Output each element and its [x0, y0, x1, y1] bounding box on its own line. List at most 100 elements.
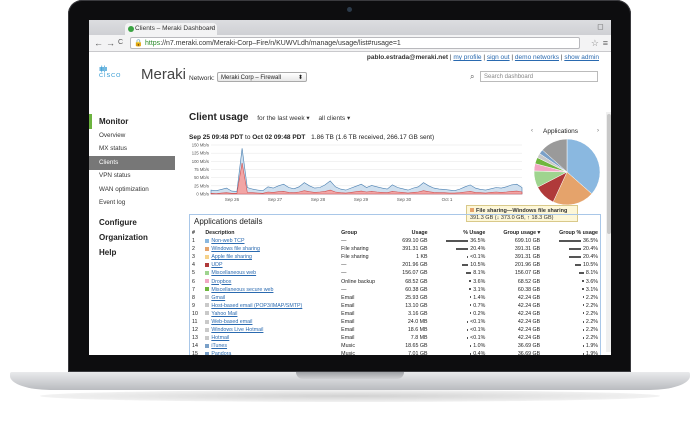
app-link[interactable]: Dropbox: [211, 278, 232, 285]
app-link[interactable]: Miscellaneous web: [211, 270, 257, 277]
pie-prev-icon[interactable]: ‹: [531, 128, 533, 134]
row-group-pct-usage: 10.5%: [542, 261, 600, 269]
my-profile-link[interactable]: my profile: [453, 54, 482, 61]
table-row[interactable]: 3 Apple file sharing File sharing 1 KB <0.1%…: [190, 253, 600, 261]
sidebar-section-monitor[interactable]: Monitor: [89, 114, 175, 129]
table-row[interactable]: 9 Host-based email (POP3/IMAP/SMTP) Email 1…: [190, 302, 600, 310]
search-input[interactable]: Search dashboard: [480, 71, 598, 82]
forward-button[interactable]: →: [106, 38, 115, 48]
sidebar-item-wan-optimization[interactable]: WAN optimization: [99, 185, 149, 193]
row-group: —: [341, 262, 347, 269]
row-description: Web-based email: [203, 318, 339, 326]
sidebar-section-organization[interactable]: Organization: [99, 233, 148, 242]
sidebar-item-clients[interactable]: Clients: [89, 156, 175, 170]
table-row[interactable]: 11 Web-based email Email 24.0 MB <0.1% 42.24 …: [190, 318, 600, 326]
app-color-swatch: [205, 327, 210, 332]
sidebar-item-mx-status[interactable]: MX status: [99, 145, 127, 152]
table-row[interactable]: 10 Yahoo Mail Email 3.16 GB 0.2% 42.24 GB 2.2%: [190, 310, 600, 318]
app-link[interactable]: iTunes: [211, 343, 228, 350]
browser-menu-icon[interactable]: ≡: [602, 38, 608, 48]
table-row[interactable]: 13 Hotmail Email 7.8 MB <0.1% 42.24 GB 2.2%: [190, 334, 600, 342]
app-link[interactable]: UDP: [211, 262, 223, 269]
sidebar-item-vpn-status[interactable]: VPN status: [99, 172, 131, 179]
user-email: pablo.estrada@meraki.net: [366, 54, 449, 61]
network-select[interactable]: Meraki Corp – Firewall ⬍: [217, 72, 307, 82]
row-pct-usage: <0.1%: [430, 318, 488, 326]
pie-slice[interactable]: [552, 171, 593, 206]
app-link[interactable]: Yahoo Mail: [211, 310, 238, 317]
table-row[interactable]: 6 Dropbox Online backup 68.52 GB 3.6% 68.52 G…: [190, 277, 600, 285]
col-usage[interactable]: Usage: [411, 230, 428, 236]
network-value: Meraki Corp – Firewall: [221, 75, 282, 81]
row-description: Hotmail: [203, 334, 339, 342]
table-row[interactable]: 2 Windows file sharing File sharing 391.31 …: [190, 245, 600, 253]
col-group-pct-usage[interactable]: Group % usage: [559, 230, 598, 236]
x-tick-label: Sep 28: [311, 197, 326, 202]
tooltip-title: File sharing—Windows file sharing: [476, 208, 568, 214]
cisco-meraki-logo[interactable]: ıı|ıı|ıı CISCO Meraki: [99, 66, 186, 83]
col-group-usage[interactable]: Group usage ▾: [503, 230, 541, 236]
row-group-pct-usage: 1.9%: [542, 342, 600, 350]
address-bar[interactable]: 🔒 https://n7.meraki.com/Meraki-Corp–Fire…: [130, 37, 580, 49]
row-pct-usage: 0.4%: [430, 350, 488, 355]
app-link[interactable]: Windows file sharing: [211, 246, 260, 253]
app-link[interactable]: Web-based email: [211, 318, 253, 325]
sidebar-item-overview[interactable]: Overview: [99, 131, 126, 139]
table-row[interactable]: 12 Windows Live Hotmail Email 18.6 MB <0.1% 4…: [190, 326, 600, 334]
sign-out-link[interactable]: sign out: [486, 54, 510, 61]
pie-chart[interactable]: [531, 136, 603, 208]
pie-slice[interactable]: [566, 138, 601, 195]
show-admin-link[interactable]: show admin: [564, 54, 599, 61]
table-header-row: # Description Group Usage % Usage Group …: [190, 229, 600, 237]
tooltip-swatch: [470, 208, 474, 212]
back-button[interactable]: ←: [94, 38, 103, 48]
reload-button[interactable]: C: [118, 39, 124, 46]
y-tick-label: 25 Mb/s: [194, 183, 209, 188]
app-link[interactable]: Apple file sharing: [211, 254, 252, 261]
col-group[interactable]: Group: [341, 230, 358, 236]
row-group: —: [341, 238, 347, 245]
table-row[interactable]: 1 Non-web TCP —699.10 GB 36.5% 699.10 GB 36.5…: [190, 237, 600, 245]
col-description[interactable]: Description: [205, 230, 235, 236]
table-row[interactable]: 14 iTunes Music 18.65 GB 1.0% 36.69 GB 1.9%: [190, 342, 600, 350]
table-row[interactable]: 4 UDP —201.96 GB 10.5% 201.96 GB 10.5%: [190, 261, 600, 269]
lock-icon: 🔒: [134, 40, 143, 47]
tab-close-icon[interactable]: ×: [209, 25, 214, 32]
sidebar-item-event-log[interactable]: Event log: [99, 199, 126, 206]
group-usage-bar: [582, 352, 584, 355]
row-description: UDP: [203, 261, 339, 269]
bookmark-star-icon[interactable]: ☆: [590, 38, 599, 48]
row-pct-usage: 3.6%: [430, 277, 488, 285]
app-link[interactable]: Miscellaneous secure web: [211, 286, 274, 293]
col-number[interactable]: #: [192, 230, 195, 236]
col-pct-usage[interactable]: % Usage: [463, 230, 486, 236]
pie-next-icon[interactable]: ›: [597, 128, 599, 134]
app-link[interactable]: Hotmail: [211, 335, 230, 342]
sidebar-section-help[interactable]: Help: [99, 248, 117, 257]
group-usage-bar: [582, 304, 584, 307]
row-group: File sharing: [341, 246, 369, 253]
y-tick-label: 50 Mb/s: [194, 175, 209, 180]
app-color-swatch: [205, 311, 210, 316]
sidebar-section-configure[interactable]: Configure: [99, 218, 137, 227]
app-link[interactable]: Windows Live Hotmail: [211, 327, 264, 334]
app-link[interactable]: Gmail: [211, 294, 226, 301]
app-link[interactable]: Non-web TCP: [211, 238, 245, 245]
table-row[interactable]: 5 Miscellaneous web —156.07 GB 8.1% 156.07 G…: [190, 269, 600, 277]
usage-chart[interactable]: 150 Mb/s 125 Mb/s 100 Mb/s 75 Mb/s 50 Mb/s 25…: [189, 142, 524, 204]
group-usage-bar: [582, 312, 584, 315]
app-link[interactable]: Pandora: [211, 351, 232, 355]
client-filter-dropdown[interactable]: all clients ▾: [318, 115, 351, 122]
page-scrollbar-thumb[interactable]: [607, 114, 611, 234]
browser-tab[interactable]: Clients – Meraki Dashboard ×: [125, 23, 217, 35]
row-usage: 68.52 GB: [405, 278, 428, 285]
period-dropdown[interactable]: for the last week ▾: [257, 115, 310, 122]
pie-slice[interactable]: [542, 138, 568, 173]
table-row[interactable]: 8 Gmail Email 25.93 GB 1.4% 42.24 GB 2.2%: [190, 294, 600, 302]
table-row[interactable]: 15 Pandora Music 7.01 GB 0.4% 36.69 GB 1.9%: [190, 350, 600, 355]
profile-icon[interactable]: ◻: [597, 22, 604, 31]
applications-table: # Description Group Usage % Usage Group …: [190, 229, 600, 355]
demo-networks-link[interactable]: demo networks: [514, 54, 559, 61]
table-row[interactable]: 7 Miscellaneous secure web —60.38 GB 3.1% 60…: [190, 286, 600, 294]
app-link[interactable]: Host-based email (POP3/IMAP/SMTP): [211, 302, 303, 309]
